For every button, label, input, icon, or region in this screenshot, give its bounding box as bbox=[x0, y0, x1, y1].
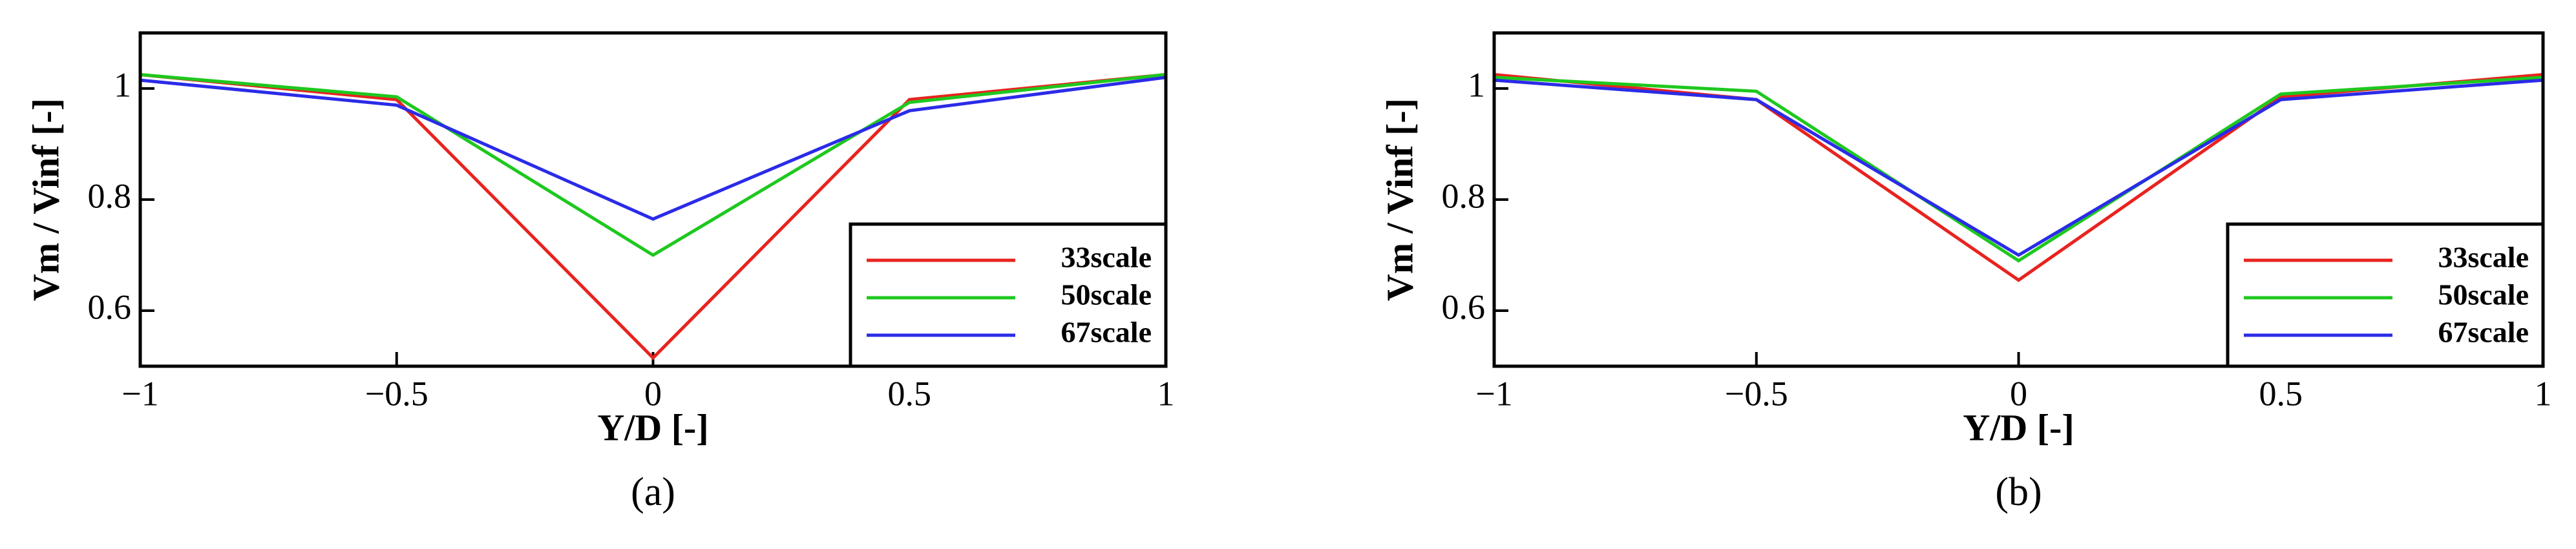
y-axis-label: Vm / Vinf [-] bbox=[25, 98, 67, 301]
legend-label: 50scale bbox=[1061, 278, 1152, 311]
y-tick-label: 0.6 bbox=[1442, 287, 1486, 326]
x-axis-label: Y/D [-] bbox=[1963, 406, 2074, 448]
x-tick-label: 0 bbox=[2010, 374, 2027, 413]
plot-frame bbox=[1492, 31, 2545, 368]
plot-frame bbox=[138, 31, 1168, 368]
legend-label: 50scale bbox=[2438, 278, 2529, 311]
y-tick-label: 1 bbox=[114, 65, 131, 104]
y-tick-label: 0.6 bbox=[88, 287, 132, 326]
data-line bbox=[1494, 76, 2544, 263]
x-tick-label: −0.5 bbox=[365, 374, 428, 413]
x-tick-label: 0.5 bbox=[888, 374, 932, 413]
x-axis-label: Y/D [-] bbox=[597, 406, 708, 448]
data-line bbox=[140, 76, 1167, 221]
x-tick-label: −0.5 bbox=[1725, 374, 1788, 413]
x-tick-label: 0 bbox=[644, 374, 662, 413]
y-tick-label: 0.8 bbox=[88, 176, 132, 215]
legend-label: 33scale bbox=[2438, 241, 2529, 274]
x-tick-label: −1 bbox=[121, 374, 158, 413]
data-line bbox=[140, 73, 1167, 360]
data-line bbox=[1494, 78, 2544, 257]
caption: (b) bbox=[1995, 470, 2042, 514]
x-tick-label: −1 bbox=[1475, 374, 1512, 413]
x-tick-label: 0.5 bbox=[2259, 374, 2303, 413]
y-axis-label: Vm / Vinf [-] bbox=[1378, 98, 1420, 301]
y-tick-label: 1 bbox=[1468, 65, 1485, 104]
x-tick-label: 1 bbox=[1157, 374, 1175, 413]
legend-label: 67scale bbox=[1061, 316, 1152, 349]
legend-label: 67scale bbox=[2438, 316, 2529, 349]
legend-box bbox=[849, 222, 1168, 368]
data-line bbox=[140, 73, 1167, 257]
y-tick-label: 0.8 bbox=[1442, 176, 1486, 215]
caption: (a) bbox=[631, 470, 675, 514]
legend-box bbox=[2226, 222, 2545, 368]
x-tick-label: 1 bbox=[2535, 374, 2552, 413]
legend-label: 33scale bbox=[1061, 241, 1152, 274]
